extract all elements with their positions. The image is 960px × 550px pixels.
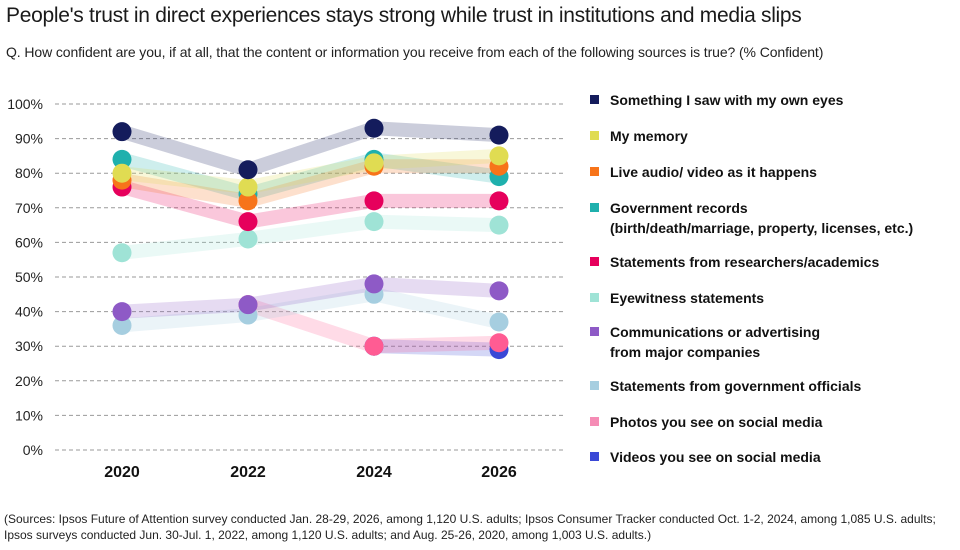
legend-item: Statements from researchers/academics: [590, 252, 879, 272]
y-tick-label: 100%: [7, 96, 43, 112]
series-line: [115, 121, 506, 177]
y-tick-label: 40%: [15, 304, 43, 320]
data-point: [489, 191, 509, 211]
legend-item: Live audio/ video as it happens: [590, 162, 817, 182]
data-point: [489, 215, 509, 235]
data-point: [364, 336, 384, 356]
legend-item: Videos you see on social media: [590, 447, 821, 467]
y-tick-label: 10%: [15, 407, 43, 423]
legend-swatch-icon: [590, 203, 599, 212]
data-point: [364, 212, 384, 232]
y-tick-label: 60%: [15, 234, 43, 250]
data-point: [238, 229, 258, 249]
legend-item: Government records (birth/death/marriage…: [590, 198, 913, 238]
x-tick-label: 2022: [230, 464, 266, 481]
series-line: [115, 287, 506, 333]
legend-label: Videos you see on social media: [610, 449, 821, 465]
series-lines: [115, 121, 506, 357]
y-tick-label: 50%: [15, 269, 43, 285]
legend-item: Statements from government officials: [590, 376, 861, 396]
series-line: [115, 148, 506, 195]
legend-label: Live audio/ video as it happens: [610, 164, 817, 180]
series-line: [367, 339, 506, 357]
y-tick-label: 80%: [15, 165, 43, 181]
legend-swatch-icon: [590, 381, 599, 390]
legend-label: Statements from government officials: [610, 378, 862, 394]
series-line: [115, 180, 506, 229]
data-point: [112, 163, 132, 183]
legend-label: Eyewitness statements: [610, 290, 765, 306]
data-point: [364, 153, 384, 173]
legend-swatch-icon: [590, 452, 599, 461]
y-axis-ticks: 0% 10% 20% 30% 40% 50% 60% 70% 80% 90% 100%: [7, 96, 43, 458]
series-markers: [112, 118, 509, 360]
x-tick-label: 2020: [104, 464, 140, 481]
data-point: [238, 212, 258, 232]
data-point: [112, 149, 132, 169]
x-tick-label: 2024: [356, 464, 392, 481]
legend-item: Photos you see on social media: [590, 412, 822, 432]
y-tick-label: 0%: [23, 442, 43, 458]
legend-swatch-icon: [590, 167, 599, 176]
data-point: [238, 191, 258, 211]
data-point: [238, 177, 258, 197]
legend-swatch-icon: [590, 257, 599, 266]
y-tick-label: 70%: [15, 200, 43, 216]
x-axis-ticks: 2020 2022 2024 2026: [104, 464, 517, 481]
y-tick-label: 20%: [15, 373, 43, 389]
data-point: [489, 333, 509, 353]
legend-swatch-icon: [590, 95, 599, 104]
gridlines: [55, 103, 565, 451]
legend-label: Something I saw with my own eyes: [610, 92, 844, 108]
legend-label: Statements from researchers/academics: [610, 254, 880, 270]
legend-swatch-icon: [590, 327, 599, 336]
footnote: (Sources: Ipsos Future of Attention surv…: [4, 512, 936, 542]
x-tick-label: 2026: [481, 464, 517, 481]
legend-label: Photos you see on social media: [610, 414, 823, 430]
legend-item: Something I saw with my own eyes: [590, 90, 843, 110]
data-point: [364, 118, 384, 138]
data-point: [112, 243, 132, 263]
line-chart: 0%10%20%30%40%50%60%70%80%90%100% 2020 20…: [7, 96, 565, 481]
legend-item: My memory: [590, 126, 688, 146]
series-line: [115, 276, 506, 319]
legend-label: My memory: [610, 128, 688, 144]
legend-swatch-icon: [590, 131, 599, 140]
data-point: [112, 315, 132, 335]
series-line: [115, 152, 506, 201]
legend-swatch-icon: [590, 293, 599, 302]
data-point: [112, 122, 132, 142]
data-point: [238, 295, 258, 315]
legend-item: Communications or advertising from major…: [590, 322, 820, 362]
y-tick-label: 30%: [15, 338, 43, 354]
series-line: [115, 214, 506, 260]
chart-title: People's trust in direct experiences sta…: [6, 4, 802, 27]
legend-label: Government records (birth/death/marriage…: [610, 200, 914, 236]
legend-item: Eyewitness statements: [590, 288, 764, 308]
legend-label: Communications or advertising from major…: [610, 324, 821, 360]
legend-swatch-icon: [590, 417, 599, 426]
data-point: [364, 191, 384, 211]
data-point: [238, 160, 258, 180]
y-tick-label: 90%: [15, 131, 43, 147]
data-point: [489, 281, 509, 301]
data-point: [489, 146, 509, 166]
data-point: [489, 125, 509, 145]
data-point: [112, 302, 132, 322]
data-point: [489, 312, 509, 332]
data-point: [364, 274, 384, 294]
series-line: [115, 159, 506, 208]
chart-subtitle: Q. How confident are you, if at all, tha…: [6, 44, 824, 60]
